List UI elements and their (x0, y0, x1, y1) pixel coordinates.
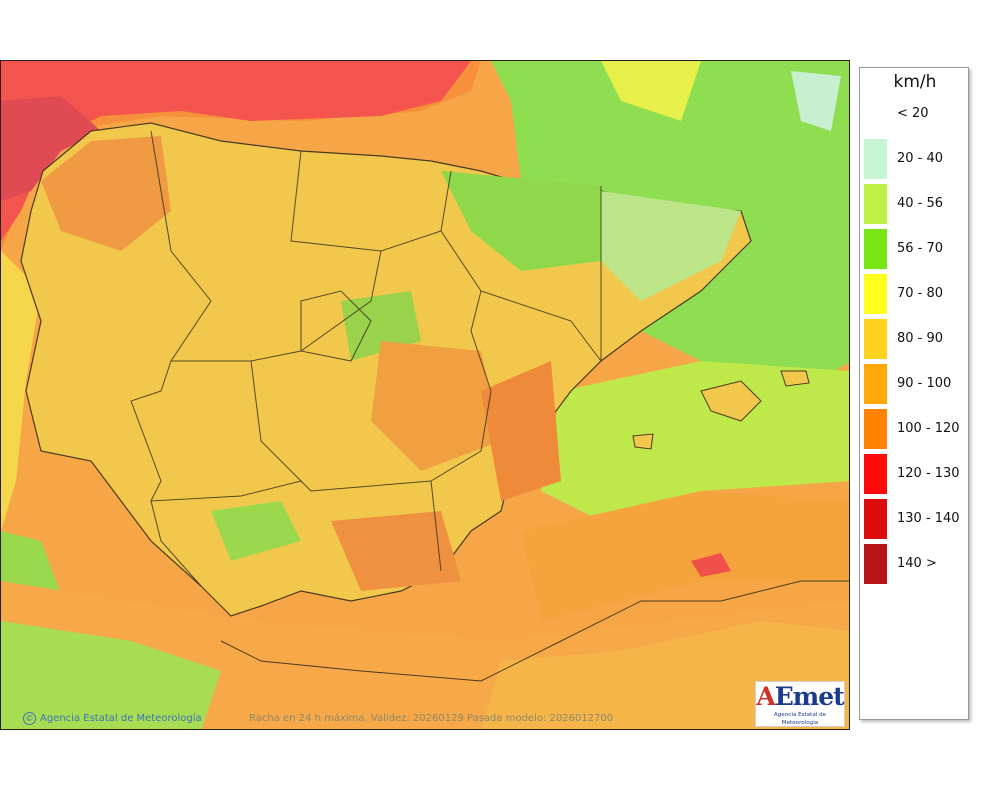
andalusia-west-patch (211, 501, 301, 561)
catalonia-patch (601, 191, 741, 301)
strongest-gust-zone-north (1, 96, 101, 201)
strong-gust-zone-north (1, 61, 471, 241)
mallorca (700, 380, 762, 422)
aemet-logo: AEmet Agencia Estatal de Meteorología (755, 681, 845, 727)
legend-swatch (864, 319, 887, 359)
alboran-east-zone (521, 491, 849, 621)
legend-item: 70 - 80 (860, 274, 970, 314)
legend-swatch (864, 544, 887, 584)
calm-zone-ne (791, 71, 841, 131)
legend-label: 90 - 100 (897, 376, 952, 391)
legend-swatch (864, 499, 887, 539)
legend-swatch (864, 184, 887, 224)
galicia-patch (41, 136, 171, 251)
legend-item: < 20 (860, 94, 970, 134)
logo-subtitle: Agencia Estatal de Meteorología (773, 712, 827, 726)
legend-swatch (864, 409, 887, 449)
legend-label: 80 - 90 (897, 331, 944, 346)
legend-swatch (864, 139, 887, 179)
legend-panel: km/h < 20 20 - 40 40 - 56 56 - 70 70 - 80 80 … (859, 67, 969, 720)
levante-patch (481, 361, 561, 501)
atlantic-zone (1, 251, 41, 531)
legend-swatch (864, 364, 887, 404)
balearic-zone (541, 361, 849, 521)
legend-item: 130 - 140 (860, 499, 970, 539)
menorca (780, 370, 810, 387)
legend-swatch (864, 454, 887, 494)
legend-item: 120 - 130 (860, 454, 970, 494)
legend-label: < 20 (897, 106, 929, 121)
legend-item: 56 - 70 (860, 229, 970, 269)
legend-swatch (864, 229, 887, 269)
gulf-of-lion-zone (521, 61, 701, 121)
logo-word: AEmet (756, 682, 844, 711)
legend-label: 40 - 56 (897, 196, 944, 211)
copyright-icon: © (23, 712, 36, 725)
map-graphic (1, 61, 849, 729)
ibiza (632, 433, 654, 450)
legend-item: 40 - 56 (860, 184, 970, 224)
strait-zone (1, 621, 221, 729)
credit-text: Agencia Estatal de Meteorología (40, 713, 202, 724)
map-caption: Racha en 24 h máxima. Validez: 20260129 … (249, 713, 614, 724)
legend-item: 20 - 40 (860, 139, 970, 179)
legend-label: 56 - 70 (897, 241, 944, 256)
wind-gust-map: © Agencia Estatal de Meteorología Racha … (0, 60, 850, 730)
legend-swatch (864, 94, 887, 134)
legend-item: 140 > (860, 544, 970, 584)
gust-spot-east (691, 553, 731, 577)
legend-swatch (864, 274, 887, 314)
region-borders (130, 130, 602, 587)
legend-label: 20 - 40 (897, 151, 944, 166)
copyright-credit: © Agencia Estatal de Meteorología (23, 712, 202, 725)
legend-item: 80 - 90 (860, 319, 970, 359)
legend-label: 100 - 120 (897, 421, 960, 436)
legend-item: 100 - 120 (860, 409, 970, 449)
castilla-patch (371, 341, 501, 471)
legend-label: 140 > (897, 556, 937, 571)
north-africa-coast (220, 580, 849, 682)
legend-item: 90 - 100 (860, 364, 970, 404)
legend-label: 70 - 80 (897, 286, 944, 301)
legend-unit: km/h (893, 72, 937, 92)
pyrenees-patch (441, 171, 601, 271)
sierra-nevada-patch (331, 511, 461, 591)
legend-label: 120 - 130 (897, 466, 960, 481)
legend-label: 130 - 140 (897, 511, 960, 526)
